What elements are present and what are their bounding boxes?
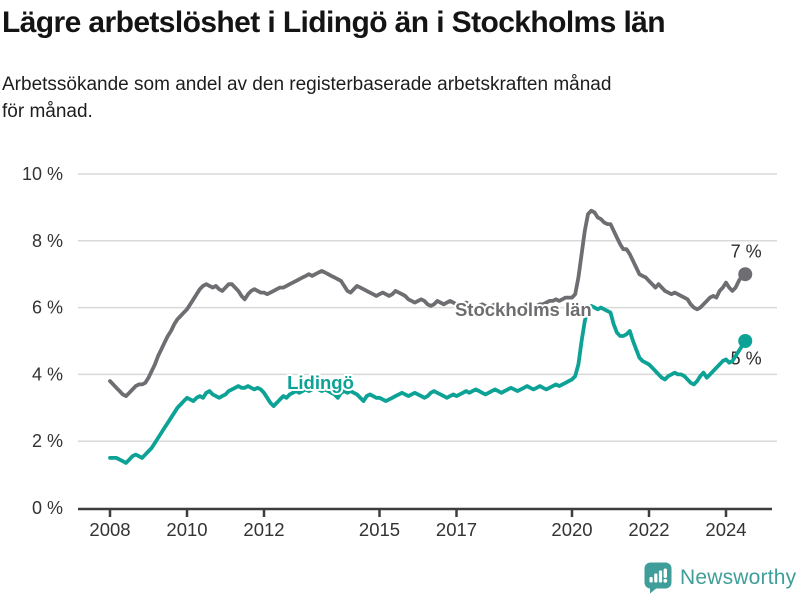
x-tick-label-2017: 2017 — [436, 519, 477, 540]
y-tick-label-2: 2 % — [32, 431, 63, 451]
newsworthy-bubble-chart-icon — [644, 562, 672, 594]
y-tick-label-6: 6 % — [32, 298, 63, 318]
subtitle-line-2: för månad. — [2, 100, 93, 122]
x-tick-label-2015: 2015 — [359, 519, 400, 540]
annotation-stockholms-l-n: Stockholms län — [455, 299, 592, 320]
y-tick-label-8: 8 % — [32, 231, 63, 251]
series-line-stockholms-l-n — [108, 208, 748, 399]
x-tick-label-2010: 2010 — [166, 519, 207, 540]
newsworthy-logo: Newsworthy — [644, 562, 796, 594]
chart-subtitle: Arbetssökande som andel av den registerb… — [2, 72, 782, 126]
x-tick-label-2008: 2008 — [89, 519, 130, 540]
newsworthy-wordmark: Newsworthy — [680, 566, 797, 589]
x-tick-label-2012: 2012 — [243, 519, 284, 540]
y-tick-label-10: 10 % — [22, 164, 63, 184]
series-endpoint-liding- — [738, 334, 753, 348]
subtitle-line-1: Arbetssökande som andel av den registerb… — [2, 74, 612, 95]
x-tick-label-2020: 2020 — [551, 519, 592, 540]
x-tick-label-2022: 2022 — [628, 519, 669, 540]
x-tick-label-2024: 2024 — [705, 519, 746, 540]
page-title: Lägre arbetslöshet i Lidingö än i Stockh… — [2, 6, 666, 39]
y-tick-label-4: 4 % — [32, 364, 63, 384]
annotation-liding-: Lidingö — [287, 372, 354, 393]
y-tick-label-0: 0 % — [32, 498, 63, 518]
series-endpoint-stockholms-l-n — [738, 267, 753, 282]
series-line-liding- — [108, 303, 748, 465]
annotation-7-: 7 % — [731, 242, 762, 262]
